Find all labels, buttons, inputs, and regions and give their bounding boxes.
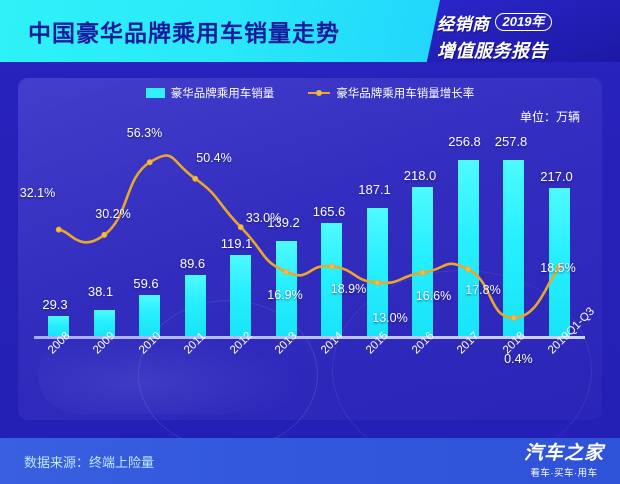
legend-item-sales: 豪华品牌乘用车销量 bbox=[145, 85, 275, 101]
legend-label-sales: 豪华品牌乘用车销量 bbox=[170, 88, 275, 100]
header-banner: 中国豪华品牌乘用车销量走势 经销商 2019年 增值服务报告 bbox=[0, 0, 620, 62]
legend-bar-swatch-icon bbox=[145, 88, 165, 98]
bar-2011 bbox=[184, 274, 206, 336]
badge-row-top: 经销商 2019年 bbox=[437, 10, 553, 35]
badge-report-label: 增值服务报告 bbox=[437, 40, 548, 61]
page-title: 中国豪华品牌乘用车销量走势 bbox=[28, 20, 340, 46]
unit-label: 单位：万辆 bbox=[519, 110, 580, 124]
x-axis-line bbox=[34, 336, 585, 339]
bar-2013 bbox=[275, 240, 297, 336]
bar-2014 bbox=[321, 222, 343, 336]
report-badge: 经销商 2019年 增值服务报告 bbox=[427, 4, 612, 62]
bar-2009 bbox=[93, 309, 115, 336]
bar-2012 bbox=[230, 254, 252, 336]
badge-year-label: 2019年 bbox=[494, 12, 553, 32]
bar-2008 bbox=[48, 315, 70, 336]
legend-label-growth: 豪华品牌乘用车销量增长率 bbox=[336, 88, 475, 100]
chart-legend: 豪华品牌乘用车销量 豪华品牌乘用车销量增长率 bbox=[0, 82, 620, 104]
autohome-logo: 汽车之家 看车·买车·用车 bbox=[524, 444, 604, 479]
logo-main-text: 汽车之家 bbox=[523, 443, 604, 464]
footer-bar: 数据来源：终端上险量 汽车之家 看车·买车·用车 bbox=[0, 438, 620, 484]
bar-2010 bbox=[139, 295, 161, 336]
bar-2018 bbox=[503, 159, 525, 336]
bar-series-layer bbox=[48, 159, 570, 336]
bar-2015 bbox=[366, 208, 388, 336]
background-car-watermark bbox=[38, 336, 298, 414]
bar-2019Q1-Q3 bbox=[548, 187, 570, 336]
legend-item-growth: 豪华品牌乘用车销量增长率 bbox=[308, 85, 474, 101]
data-source-label: 数据来源：终端上险量 bbox=[24, 455, 155, 470]
bar-2017 bbox=[457, 160, 479, 336]
logo-tagline-text: 看车·买车·用车 bbox=[530, 467, 598, 479]
badge-dealer-label: 经销商 bbox=[437, 14, 490, 34]
bar-2016 bbox=[412, 186, 434, 336]
legend-line-swatch-icon bbox=[308, 88, 331, 98]
